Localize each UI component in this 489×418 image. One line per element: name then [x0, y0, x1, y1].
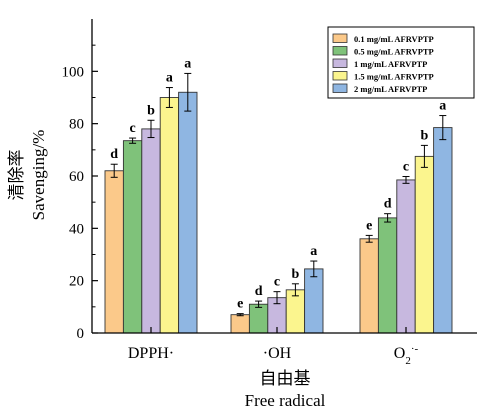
legend-label: 0.1 mg/mL AFRVPTP [354, 34, 434, 44]
significance-label: d [255, 284, 263, 299]
significance-label: b [421, 128, 429, 143]
x-axis-title: Free radical [245, 391, 326, 410]
bar [230, 314, 250, 334]
significance-label: c [403, 160, 409, 175]
legend-label: 0.5 mg/mL AFRVPTP [354, 47, 434, 57]
significance-label: e [366, 218, 372, 233]
significance-label: a [166, 71, 173, 86]
significance-label: c [274, 275, 280, 290]
bar [304, 268, 324, 334]
x-axis-title-cn: 自由基 [260, 369, 311, 388]
bar [396, 179, 416, 334]
y-axis-title-cn: 清除率 [7, 150, 26, 201]
bar [248, 303, 269, 334]
significance-label: a [184, 56, 191, 71]
bar [178, 91, 198, 334]
y-tick-label: 0 [77, 326, 85, 342]
legend-swatch [332, 83, 348, 93]
legend-swatch [332, 33, 348, 43]
y-tick-label: 20 [69, 274, 84, 290]
legend-box [327, 26, 475, 99]
significance-label: b [147, 103, 155, 118]
y-tick-label: 80 [69, 117, 84, 133]
legend-swatch [332, 71, 348, 81]
significance-label: c [129, 121, 135, 136]
legend-label: 1.5 mg/mL AFRVPTP [354, 72, 434, 82]
legend-swatch [332, 58, 348, 68]
bar [414, 155, 435, 334]
bar [359, 238, 379, 334]
bar [122, 140, 143, 334]
bar [104, 170, 124, 334]
x-tick-label: O2·- [394, 343, 419, 367]
x-tick-label: ·OH [263, 345, 292, 362]
y-tick-label: 100 [62, 64, 85, 80]
significance-label: a [310, 244, 317, 259]
y-axis-title: Savenging/% [29, 130, 48, 221]
axes: 0 20 40 60 80 100 DPPH· ·OH O2·- 自由基 Free radical 清… [7, 19, 477, 410]
x-tick-label: DPPH· [128, 345, 174, 362]
y-tick-label: 60 [69, 169, 84, 185]
significance-label: d [110, 147, 118, 162]
significance-label: e [237, 297, 243, 312]
bar [159, 97, 180, 334]
legend-label: 2 mg/mL AFRVPTP [354, 84, 427, 94]
bar [141, 128, 161, 334]
bar [433, 127, 453, 334]
legend-label: 1 mg/mL AFRVPTP [354, 59, 427, 69]
significance-label: a [439, 99, 446, 114]
legend-swatch [332, 46, 348, 56]
y-tick-label: 40 [69, 221, 84, 237]
significance-label: d [384, 197, 392, 212]
legend: 0.1 mg/mL AFRVPTP 0.5 mg/mL AFRVPTP 1 mg/m… [327, 26, 475, 99]
significance-label: b [292, 267, 300, 282]
bar [377, 217, 398, 334]
